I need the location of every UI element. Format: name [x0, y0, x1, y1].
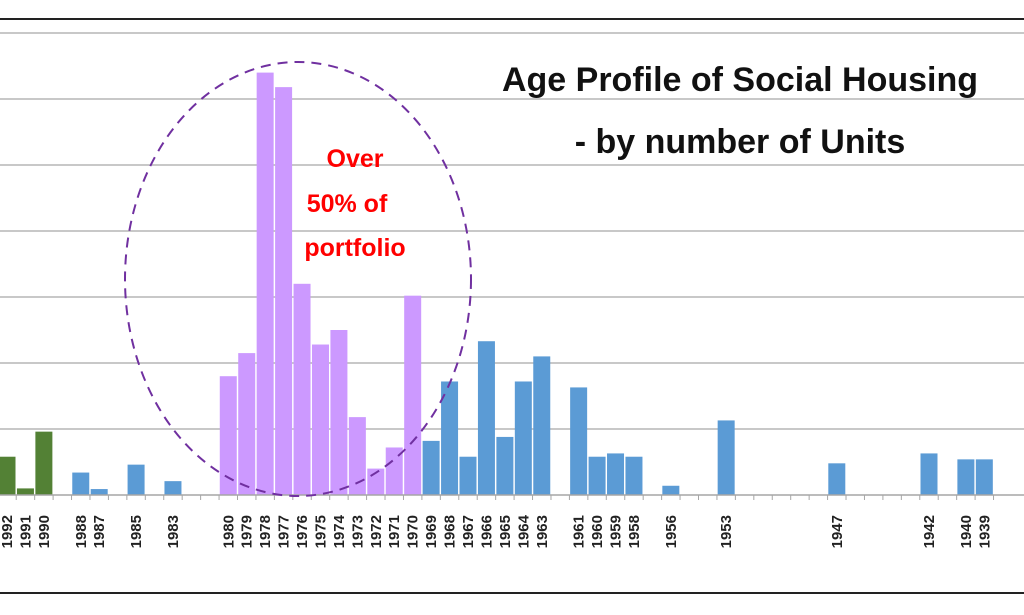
bar-series — [0, 72, 993, 496]
x-tick-label-1953: 1953 — [718, 515, 735, 548]
bar-1980 — [219, 376, 237, 495]
x-tick-label-1977: 1977 — [276, 515, 293, 548]
chart-title-line-2: - by number of Units — [575, 123, 906, 161]
x-tick-label-1970: 1970 — [405, 515, 422, 548]
x-tick-label-1987: 1987 — [91, 515, 108, 548]
bar-1959 — [607, 453, 625, 495]
bar-1974 — [330, 330, 348, 495]
bar-1965 — [496, 436, 514, 495]
x-tick-labels: 1992 1991 1990 1988 1987 1985 1983 1980 1979 1978… — [0, 514, 993, 548]
bar-1978 — [256, 72, 274, 495]
chart-title-line-1: Age Profile of Social Housing — [502, 61, 978, 99]
annotation-line-1: Over — [327, 145, 384, 173]
bar-1964 — [514, 381, 532, 495]
bar-1968 — [441, 381, 459, 495]
x-tick-label-1963: 1963 — [534, 515, 551, 548]
x-tick-label-1958: 1958 — [626, 515, 643, 548]
bar-1947 — [828, 463, 846, 495]
bar-1977 — [275, 87, 293, 496]
bar-1971 — [385, 447, 403, 495]
bar-1983 — [164, 481, 182, 495]
bar-1991 — [16, 488, 34, 495]
bar-1987 — [90, 489, 108, 495]
bar-1958 — [625, 456, 643, 495]
bar-1967 — [459, 456, 477, 495]
bar-1966 — [477, 341, 495, 495]
x-tick-label-1988: 1988 — [73, 515, 90, 548]
bar-1969 — [422, 440, 440, 495]
bar-1956 — [662, 485, 680, 495]
x-tick-label-1978: 1978 — [257, 515, 274, 548]
x-tick-label-1940: 1940 — [958, 515, 975, 548]
x-tick-label-1992: 1992 — [0, 515, 16, 548]
bar-1975 — [311, 344, 329, 495]
x-tick-label-1971: 1971 — [386, 515, 403, 548]
x-tick-label-1964: 1964 — [515, 514, 532, 548]
x-tick-label-1939: 1939 — [976, 515, 993, 548]
bar-1963 — [533, 356, 551, 495]
gridlines — [0, 32, 1024, 430]
x-tick-label-1976: 1976 — [294, 515, 311, 548]
x-tick-label-1991: 1991 — [17, 515, 34, 548]
bar-1961 — [570, 387, 588, 495]
bar-1939 — [975, 459, 993, 495]
bar-1988 — [72, 472, 90, 495]
x-tick-label-1980: 1980 — [220, 515, 237, 548]
x-tick-label-1961: 1961 — [571, 515, 588, 548]
bar-1979 — [238, 353, 256, 495]
bar-1976 — [293, 283, 311, 495]
highlight-ellipse — [124, 61, 472, 497]
annotation-line-3: portfolio — [304, 234, 405, 262]
x-tick-label-1967: 1967 — [460, 515, 477, 548]
x-tick-label-1969: 1969 — [423, 515, 440, 548]
x-tick-label-1975: 1975 — [312, 515, 329, 548]
bar-1953 — [717, 420, 735, 495]
x-tick-label-1973: 1973 — [349, 515, 366, 548]
x-tick-label-1979: 1979 — [239, 515, 256, 548]
x-tick-label-1983: 1983 — [165, 515, 182, 548]
x-tick-label-1990: 1990 — [36, 515, 53, 548]
bar-1940 — [957, 459, 975, 495]
annotation-line-2: 50% of — [307, 190, 388, 218]
bar-1970 — [404, 295, 422, 495]
x-tick-label-1956: 1956 — [663, 515, 680, 548]
x-tick-label-1942: 1942 — [921, 515, 938, 548]
x-tick-label-1974: 1974 — [331, 514, 348, 548]
x-tick-marks — [15, 495, 995, 500]
x-tick-label-1960: 1960 — [589, 515, 606, 548]
x-tick-label-1972: 1972 — [368, 515, 385, 548]
bar-1942 — [920, 453, 938, 495]
bar-1992 — [0, 456, 16, 495]
bar-1990 — [35, 431, 53, 495]
bar-1973 — [348, 417, 366, 495]
x-tick-label-1959: 1959 — [608, 515, 625, 548]
bar-1985 — [127, 464, 145, 495]
x-tick-label-1985: 1985 — [128, 515, 145, 548]
x-tick-label-1966: 1966 — [478, 515, 495, 548]
bar-1960 — [588, 456, 606, 495]
x-tick-label-1965: 1965 — [497, 515, 514, 548]
x-tick-label-1968: 1968 — [442, 515, 459, 548]
x-tick-label-1947: 1947 — [829, 515, 846, 548]
